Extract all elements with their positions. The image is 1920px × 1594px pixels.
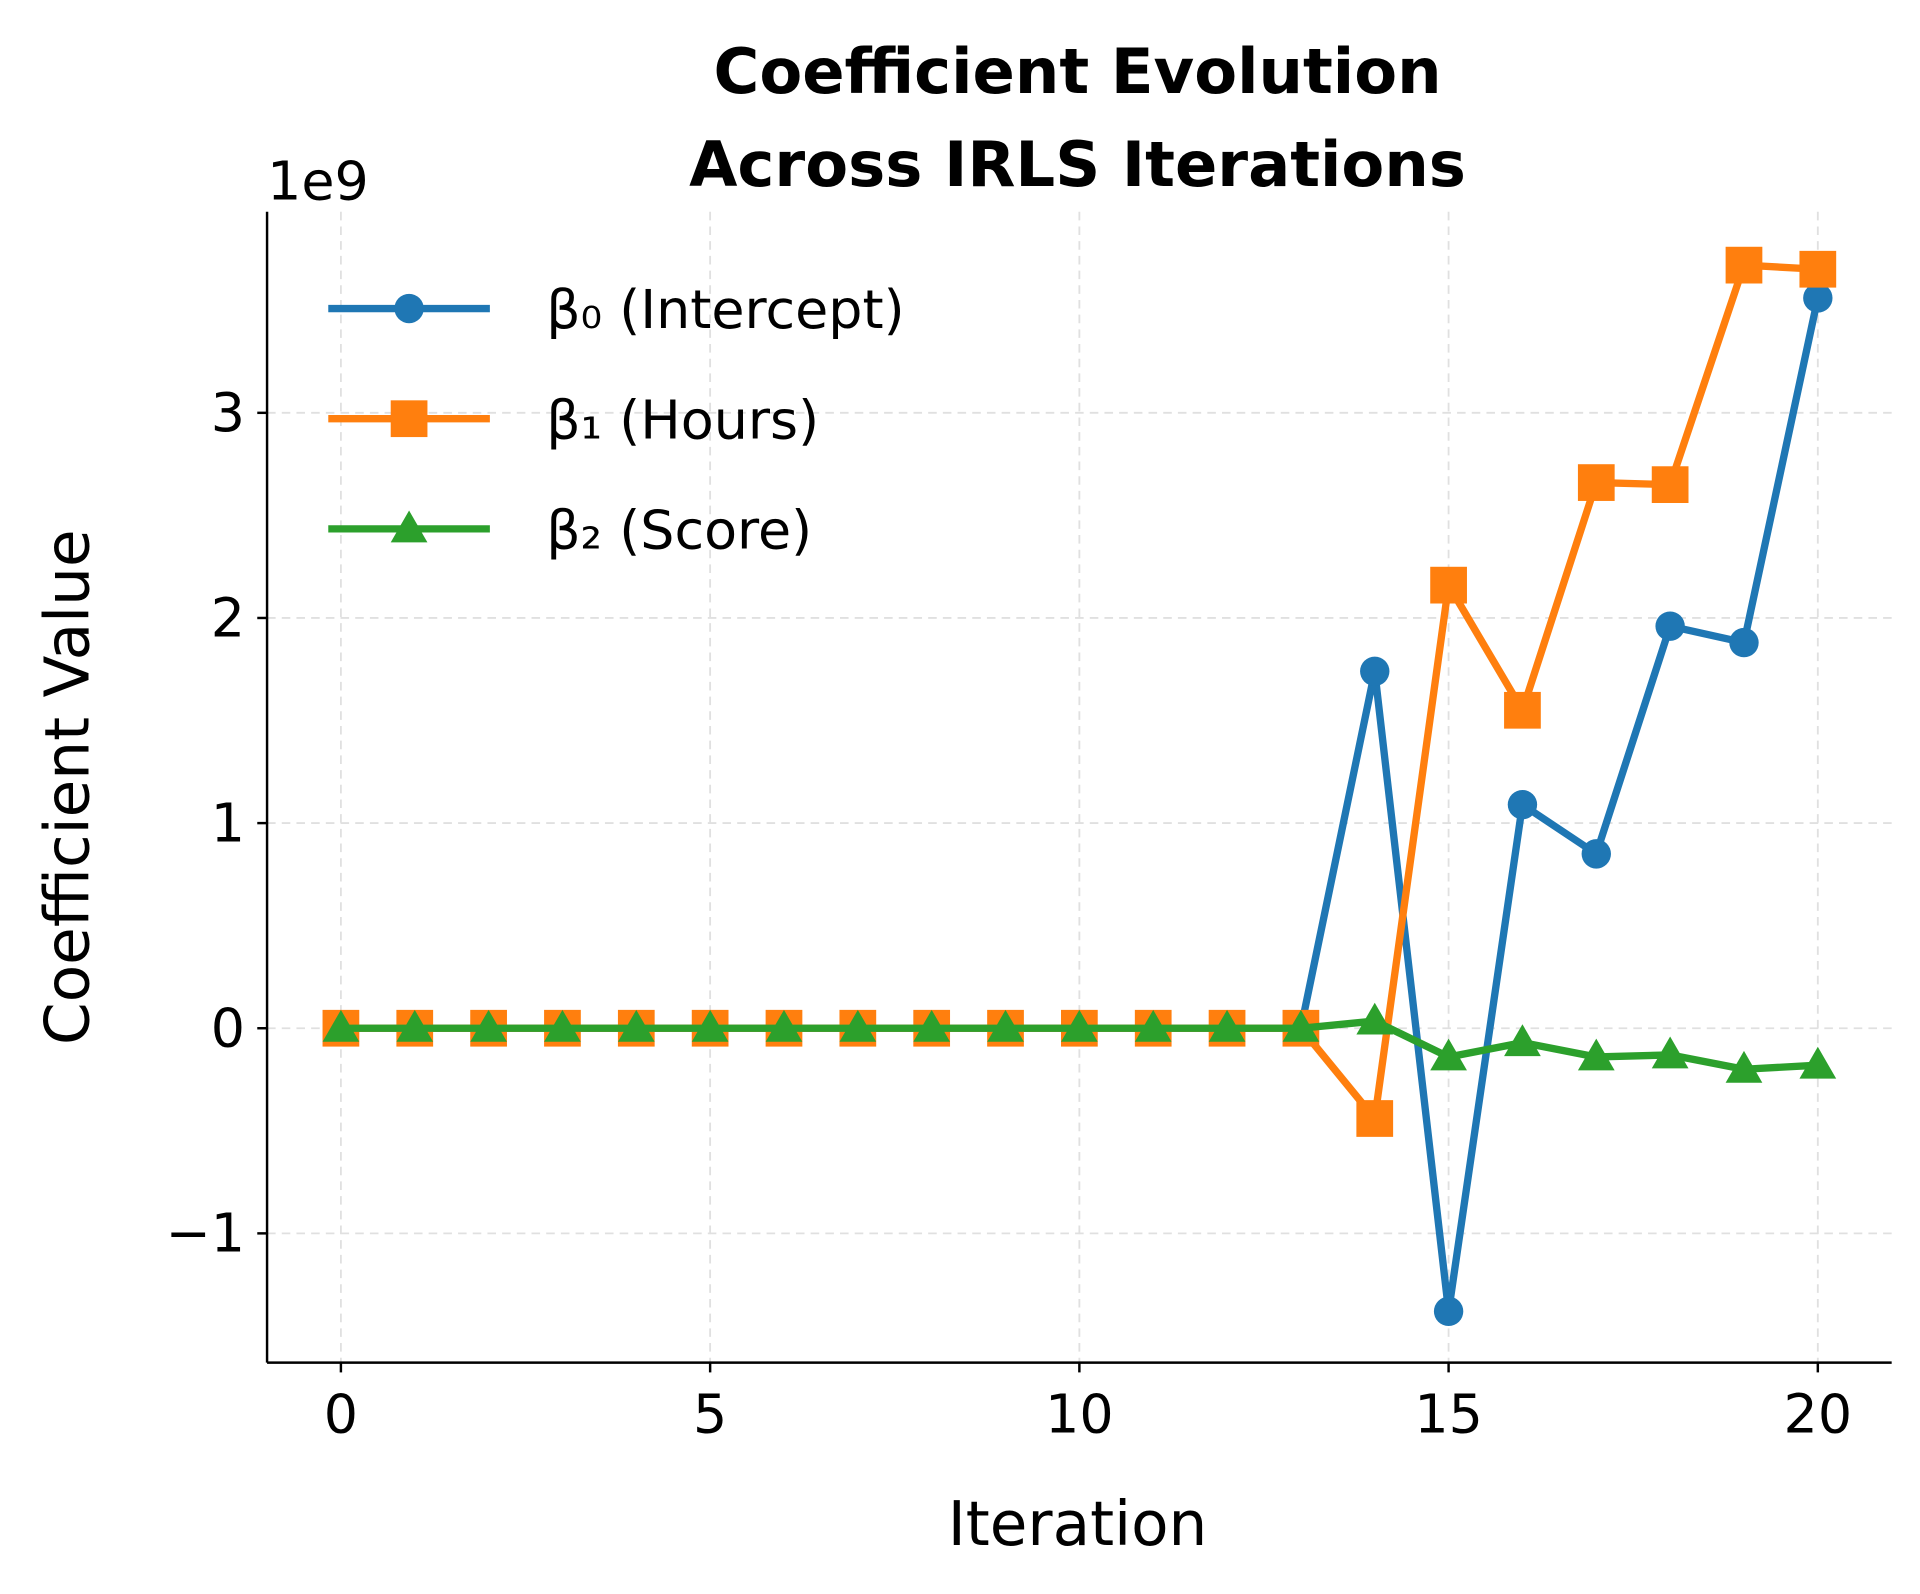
data-point: [1360, 656, 1390, 686]
data-point: [1729, 627, 1759, 658]
data-point: [1577, 464, 1615, 501]
data-point: [1799, 1046, 1837, 1079]
data-point: [1356, 1100, 1394, 1137]
y-tick-label: 0: [211, 997, 245, 1060]
data-point: [1282, 1009, 1320, 1042]
x-tick-label: 10: [1045, 1382, 1114, 1445]
data-point: [1504, 691, 1541, 729]
data-point: [1651, 466, 1689, 503]
legend-marker: [390, 510, 428, 543]
data-point: [1577, 1038, 1615, 1071]
x-tick-label: 0: [324, 1382, 358, 1445]
data-point: [1061, 1009, 1098, 1042]
data-point: [1507, 789, 1538, 820]
data-point: [617, 1009, 655, 1042]
data-point: [1725, 246, 1763, 284]
data-point: [1430, 1038, 1467, 1071]
chart-title-line1: Coefficient Evolution: [714, 35, 1442, 108]
data-point: [691, 1009, 729, 1042]
y-tick-label: 2: [211, 586, 245, 649]
grid: [267, 211, 1892, 1363]
series-layer: [322, 246, 1837, 1327]
legend-marker: [394, 293, 424, 324]
data-point: [1208, 1009, 1246, 1042]
data-point: [470, 1009, 507, 1042]
series-2: [322, 1002, 1837, 1083]
data-point: [1430, 566, 1467, 604]
data-point: [839, 1009, 877, 1042]
data-point: [1725, 1050, 1763, 1083]
data-point: [987, 1009, 1024, 1042]
data-point: [1134, 1009, 1172, 1042]
data-point: [1799, 250, 1837, 288]
y-tick-label: 3: [211, 381, 245, 444]
x-tick-label: 5: [693, 1382, 727, 1445]
y-tick-label: −1: [166, 1202, 245, 1265]
ticks: 0 5 10 15 20 −1 0 1 2 3: [166, 381, 1852, 1445]
data-point: [1803, 283, 1833, 313]
data-point: [913, 1009, 951, 1042]
y-tick-label: 1: [211, 791, 245, 854]
y-offset-label: 1e9: [267, 150, 369, 213]
data-point: [1655, 611, 1685, 641]
data-point: [396, 1009, 434, 1042]
legend: β₀ (Intercept) β₁ (Hours) β₂ (Score): [328, 278, 905, 561]
x-tick-label: 15: [1414, 1382, 1483, 1445]
data-point: [544, 1009, 581, 1042]
legend-label: β₁ (Hours): [546, 388, 819, 451]
data-point: [322, 1009, 360, 1042]
data-point: [1356, 1002, 1394, 1035]
data-point: [1504, 1024, 1541, 1057]
data-point: [765, 1009, 803, 1042]
legend-label: β₀ (Intercept): [546, 278, 904, 341]
y-axis-label: Coefficient Value: [32, 529, 103, 1045]
chart-title-line2: Across IRLS Iterations: [689, 128, 1466, 201]
data-point: [1581, 839, 1611, 869]
legend-marker: [390, 400, 428, 438]
x-tick-label: 20: [1784, 1382, 1853, 1445]
x-axis-label: Iteration: [948, 1489, 1208, 1560]
data-point: [1651, 1036, 1689, 1069]
data-point: [1433, 1296, 1464, 1327]
legend-label: β₂ (Score): [546, 498, 812, 561]
